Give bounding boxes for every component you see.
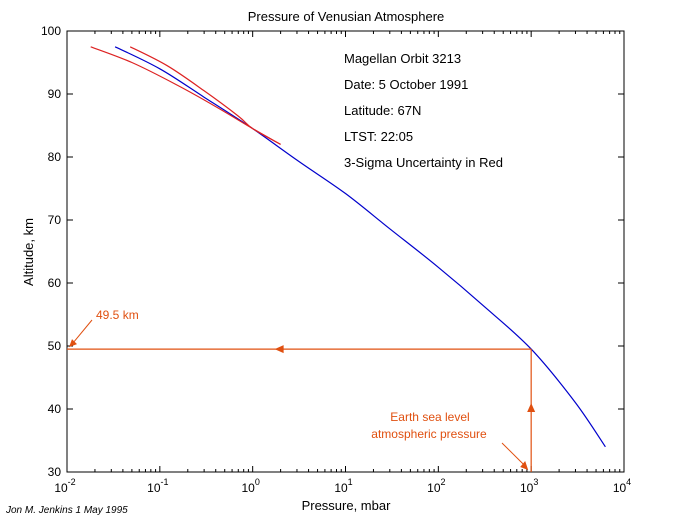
series-line-profile — [114, 46, 606, 448]
x-axis: 10-2 10-1 100 101 102 103 104 — [54, 31, 631, 495]
plot-area: 10-2 10-1 100 101 102 103 104 3040506070809010… — [41, 24, 631, 495]
pressure-marker-label-line2: atmospheric pressure — [371, 427, 487, 441]
x-tick-label-exponent: 1 — [348, 477, 353, 487]
y-tick-label: 40 — [48, 402, 62, 416]
info-block: Magellan Orbit 3213 Date: 5 October 1991 L… — [344, 51, 503, 170]
x-tick-label-base: 10 — [520, 481, 534, 495]
x-tick-label: 10-2 — [54, 477, 75, 495]
x-tick-label-base: 10 — [427, 481, 441, 495]
altitude-marker-label: 49.5 km — [96, 308, 139, 322]
y-tick-label: 30 — [48, 465, 62, 479]
x-tick-label: 102 — [427, 477, 445, 495]
altitude-arrowhead — [274, 345, 284, 354]
y-tick-label: 60 — [48, 276, 62, 290]
series-layer — [90, 46, 606, 448]
y-tick-label: 80 — [48, 150, 62, 164]
credit-text: Jon M. Jenkins 1 May 1995 — [5, 505, 128, 516]
x-tick-label-exponent: 4 — [626, 477, 631, 487]
x-tick-label: 100 — [241, 477, 259, 495]
x-tick-label-base: 10 — [54, 481, 68, 495]
x-tick-label: 104 — [613, 477, 631, 495]
pressure-label-pointer — [501, 442, 526, 467]
x-tick-label-base: 10 — [241, 481, 255, 495]
chart-title: Pressure of Venusian Atmosphere — [248, 9, 445, 24]
pressure-pointer-head — [520, 461, 529, 470]
y-axis: 30 40 50 60 70 80 90 100 — [41, 24, 624, 479]
altitude-pointer-head — [69, 339, 77, 348]
y-tick-label: 50 — [48, 339, 62, 353]
y-tick-label: 70 — [48, 213, 62, 227]
x-tick-label-exponent: 0 — [255, 477, 260, 487]
info-line: Magellan Orbit 3213 — [344, 51, 461, 66]
x-tick-label: 103 — [520, 477, 538, 495]
x-tick-label-exponent: 3 — [533, 477, 538, 487]
reference-layer: 49.5 km Earth sea level atmospheric pressu… — [67, 308, 536, 472]
info-line: 3-Sigma Uncertainty in Red — [344, 155, 503, 170]
y-axis-label: Altitude, km — [21, 218, 36, 286]
x-tick-label-base: 10 — [334, 481, 348, 495]
x-tick-label: 10-1 — [147, 477, 168, 495]
x-tick-label-exponent: -2 — [68, 477, 76, 487]
series-line-uncertainty-high — [129, 46, 281, 145]
altitude-label-pointer — [71, 319, 93, 345]
y-tick-label: 90 — [48, 87, 62, 101]
pressure-marker-label-line1: Earth sea level — [390, 410, 469, 424]
info-line: LTST: 22:05 — [344, 129, 413, 144]
x-tick-label-exponent: 2 — [441, 477, 446, 487]
info-line: Date: 5 October 1991 — [344, 77, 468, 92]
x-tick-label: 101 — [334, 477, 352, 495]
x-axis-label: Pressure, mbar — [302, 498, 392, 513]
info-line: Latitude: 67N — [344, 103, 421, 118]
x-tick-label-exponent: -1 — [161, 477, 169, 487]
pressure-arrowhead — [527, 403, 536, 412]
y-tick-label: 100 — [41, 24, 61, 38]
x-tick-label-base: 10 — [613, 481, 627, 495]
x-tick-label-base: 10 — [147, 481, 161, 495]
